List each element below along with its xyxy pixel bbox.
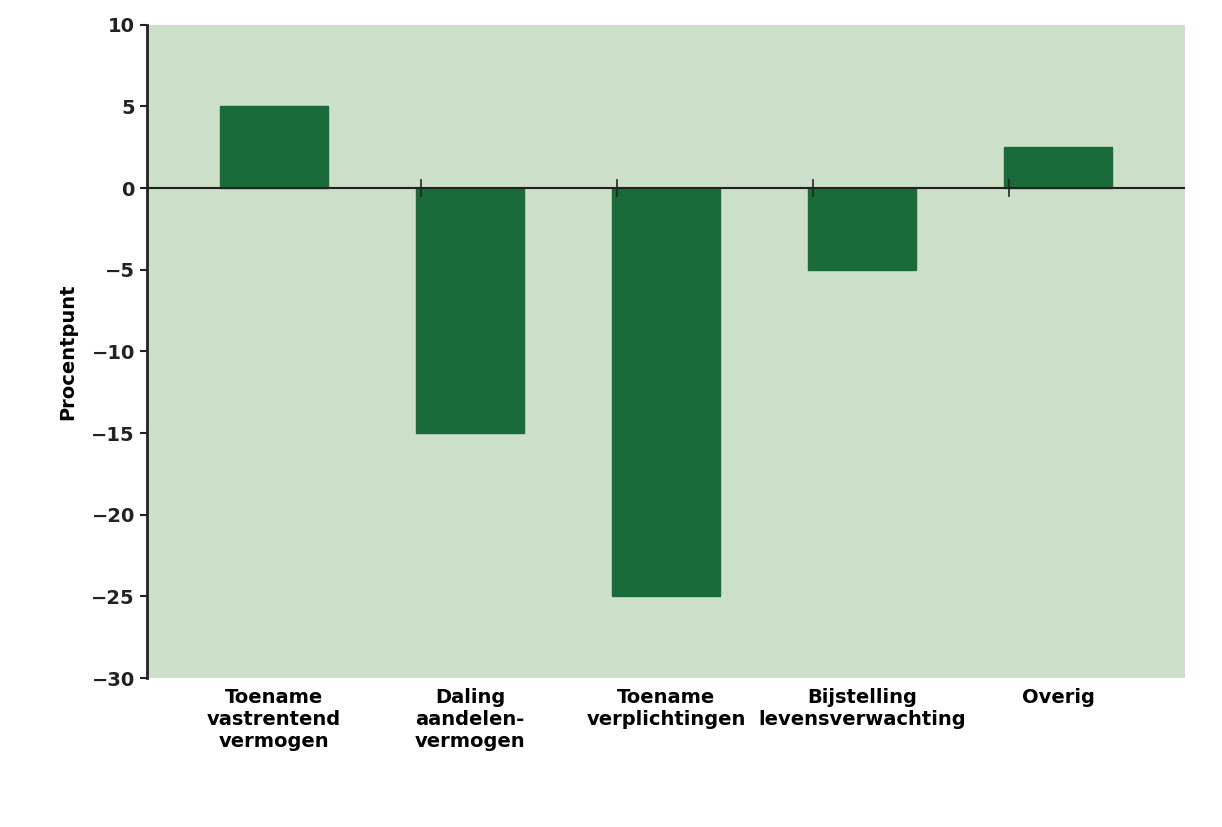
Bar	[612, 189, 720, 596]
Bar	[1004, 147, 1112, 189]
Bar	[220, 107, 327, 189]
Bar	[808, 189, 915, 270]
Y-axis label: Procentpunt: Procentpunt	[59, 283, 77, 420]
Bar	[417, 189, 524, 433]
